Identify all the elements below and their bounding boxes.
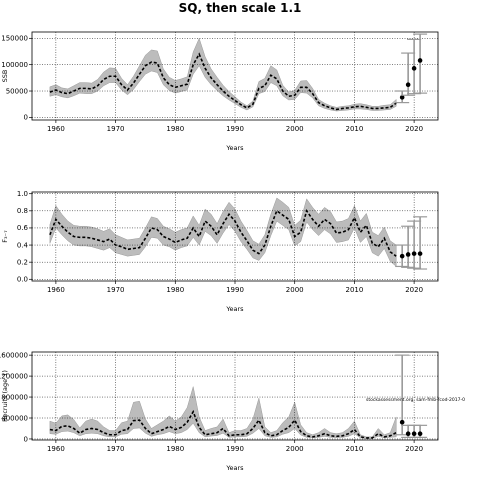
x-tick-label: 1990 — [226, 125, 244, 133]
ssb-panel: 1960 1970 1980 1990 2000 2010 2020 0 50000 100000… — [1, 31, 439, 152]
projection-point — [411, 66, 417, 71]
projection-point — [405, 431, 411, 437]
x-tick-label: 2000 — [286, 445, 304, 453]
y-axis-label: F₃₋₇ — [1, 230, 9, 243]
estimate-line — [49, 52, 397, 111]
y-tick-label: 0 — [24, 114, 28, 122]
y-axis-label: Recruits (age 1) — [1, 370, 9, 422]
x-tick-label: 2010 — [345, 445, 363, 453]
projection-point — [405, 82, 411, 87]
source-annotation: stockassessment.org, sam-fmb-fcod-2017-0 — [366, 397, 465, 403]
estimate-line — [49, 208, 397, 257]
figure-title: SQ, then scale 1.1 — [178, 1, 302, 15]
projection-point — [399, 95, 405, 100]
x-tick-label: 1970 — [107, 445, 125, 453]
x-tick-label: 1990 — [226, 445, 244, 453]
y-tick-label: 800000 — [1, 393, 28, 401]
projection-point — [411, 251, 417, 256]
estimate-line — [49, 409, 397, 439]
y-tick-label: 50000 — [6, 87, 28, 95]
x-axis-label: Years — [225, 144, 244, 152]
projection-point — [417, 58, 423, 63]
projection-point — [417, 251, 423, 256]
confidence-band — [49, 37, 397, 112]
x-tick-label: 1990 — [226, 286, 244, 294]
y-tick-label: 1200000 — [0, 372, 28, 380]
projection-point — [417, 431, 423, 437]
y-axis-label: SSB — [1, 70, 9, 83]
x-tick-label: 2000 — [286, 286, 304, 294]
y-tick-label: 400000 — [1, 414, 28, 422]
x-tick-label: 1970 — [107, 286, 125, 294]
y-tick-label: 1.0 — [17, 190, 28, 198]
confidence-band — [49, 386, 397, 439]
y-tick-label: 150000 — [1, 35, 28, 43]
x-tick-label: 2000 — [286, 125, 304, 133]
projection-point — [399, 419, 405, 425]
y-tick-label: 100000 — [1, 61, 28, 69]
x-tick-label: 2010 — [345, 286, 363, 294]
x-tick-label: 1980 — [166, 445, 184, 453]
x-axis-label: Years — [225, 464, 244, 472]
x-tick-label: 2020 — [405, 286, 423, 294]
y-tick-label: 0.8 — [17, 207, 28, 215]
x-tick-label: 2020 — [405, 125, 423, 133]
x-axis-label: Years — [225, 305, 244, 313]
y-tick-label: 0.6 — [17, 224, 29, 232]
y-tick-label: 0.4 — [17, 241, 29, 249]
x-tick-label: 1980 — [166, 286, 184, 294]
projection-point — [405, 252, 411, 257]
recruitment-panel: 1960 1970 1980 1990 2000 2010 2020 0 400000 80000… — [0, 351, 465, 472]
y-tick-label: 1600000 — [0, 351, 28, 359]
x-tick-label: 2010 — [345, 125, 363, 133]
y-tick-label: 0 — [24, 435, 28, 443]
projection-point — [399, 253, 405, 259]
y-tick-label: 0.0 — [17, 276, 28, 284]
y-tick-label: 0.2 — [17, 258, 28, 266]
x-tick-label: 1960 — [47, 286, 65, 294]
x-tick-label: 1960 — [47, 445, 65, 453]
x-tick-label: 2020 — [405, 445, 423, 453]
fishing-mortality-panel: 1960 1970 1980 1990 2000 2010 2020 0.0 0.2 0.4 0.6… — [1, 190, 439, 313]
x-tick-label: 1970 — [107, 125, 125, 133]
x-tick-label: 1960 — [47, 125, 65, 133]
x-tick-label: 1980 — [166, 125, 184, 133]
projection-point — [411, 431, 417, 437]
